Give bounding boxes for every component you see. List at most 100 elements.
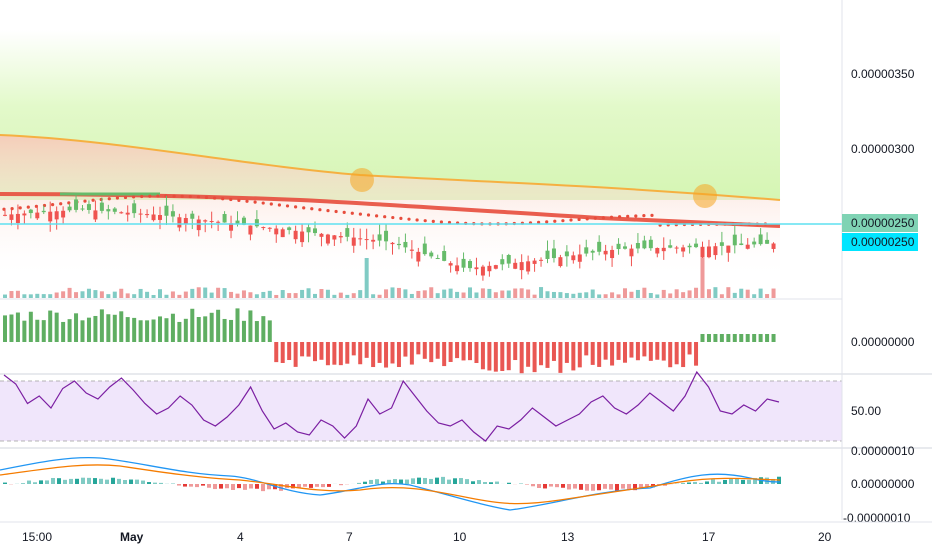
candle-body bbox=[48, 211, 53, 222]
macd-histogram-bar bbox=[447, 479, 451, 484]
candle-body bbox=[93, 210, 98, 220]
volume-bar bbox=[564, 293, 569, 298]
oscillator-bar bbox=[313, 342, 317, 362]
volume-bar bbox=[325, 289, 330, 298]
oscillator-bar bbox=[519, 342, 524, 374]
macd-y-tick-label: -0.00000010 bbox=[843, 511, 911, 525]
candle-body bbox=[190, 213, 195, 219]
candle-body bbox=[616, 243, 621, 250]
oscillator-bar bbox=[203, 316, 208, 342]
candle-body bbox=[313, 228, 317, 234]
macd-histogram-bar bbox=[339, 484, 343, 486]
oscillator-bar bbox=[390, 342, 395, 364]
oscillator-bar bbox=[222, 318, 227, 342]
sar-dot bbox=[245, 199, 249, 203]
candle-body bbox=[3, 214, 7, 216]
price-tag-cyan bbox=[842, 233, 918, 251]
macd-histogram-bar bbox=[327, 484, 331, 487]
oscillator-bar bbox=[280, 342, 285, 363]
volume-bar bbox=[429, 287, 434, 298]
volume-bar bbox=[468, 287, 472, 298]
macd-histogram-bar bbox=[639, 484, 643, 489]
candle-body bbox=[254, 219, 259, 227]
candle-body bbox=[597, 241, 602, 252]
oscillator-bar bbox=[229, 319, 234, 342]
rsi-y-tick-label: 50.00 bbox=[851, 404, 881, 418]
sar-dot bbox=[383, 215, 387, 219]
macd-histogram-bar bbox=[405, 479, 409, 484]
candle-body bbox=[293, 230, 298, 240]
volume-bar bbox=[623, 288, 627, 298]
candle-body bbox=[177, 217, 182, 228]
macd-histogram-bar bbox=[201, 484, 205, 486]
volume-bar bbox=[177, 294, 182, 298]
sar-dot bbox=[132, 195, 136, 199]
x-tick-label: 13 bbox=[561, 530, 575, 544]
sar-dot bbox=[172, 194, 176, 198]
oscillator-bar bbox=[274, 342, 279, 363]
oscillator-bar bbox=[668, 342, 673, 368]
macd-histogram-bar bbox=[489, 482, 493, 484]
candle-body bbox=[551, 248, 556, 259]
sar-dot bbox=[261, 201, 265, 205]
oscillator-bar bbox=[132, 317, 137, 342]
volume-bar bbox=[674, 289, 679, 298]
sar-dot bbox=[253, 200, 257, 204]
macd-histogram-bar bbox=[291, 484, 295, 489]
sar-dot bbox=[634, 214, 638, 218]
sar-dot bbox=[650, 213, 654, 217]
candle-body bbox=[325, 234, 330, 244]
oscillator-bar bbox=[687, 342, 692, 355]
candle-body bbox=[771, 243, 776, 249]
macd-histogram-bar bbox=[711, 479, 715, 484]
macd-histogram-bar bbox=[429, 478, 433, 484]
sar-dot bbox=[51, 203, 55, 207]
volume-bar bbox=[313, 293, 317, 298]
oscillator-bar bbox=[267, 320, 272, 342]
oscillator-bar bbox=[306, 342, 311, 357]
macd-histogram-bar bbox=[561, 484, 565, 488]
candle-body bbox=[9, 214, 14, 220]
volume-bar bbox=[15, 290, 20, 298]
macd-histogram bbox=[3, 476, 781, 492]
volume-bar bbox=[351, 293, 356, 298]
macd-histogram-bar bbox=[375, 479, 379, 484]
sar-dot bbox=[59, 202, 63, 206]
oscillator-bar bbox=[726, 334, 731, 342]
volume-bar bbox=[558, 292, 563, 298]
macd-histogram-bar bbox=[219, 484, 223, 489]
volume-bar bbox=[409, 293, 414, 298]
time-axis[interactable]: 15:00 May 4 7 10 13 17 20 bbox=[22, 530, 832, 544]
macd-histogram-bar bbox=[567, 484, 571, 490]
oscillator-bar bbox=[752, 334, 757, 342]
macd-histogram-bar bbox=[483, 482, 487, 484]
oscillator-bar bbox=[196, 317, 201, 342]
volume-bar bbox=[203, 287, 208, 298]
oscillator-bar bbox=[429, 342, 434, 363]
macd-histogram-bar bbox=[399, 479, 403, 484]
sar-dot bbox=[391, 215, 395, 220]
candle-body bbox=[319, 233, 324, 237]
candle-body bbox=[403, 241, 408, 248]
macd-histogram-bar bbox=[195, 484, 199, 488]
macd-histogram-bar bbox=[477, 480, 481, 484]
oscillator-bar bbox=[661, 342, 666, 361]
sar-dot bbox=[229, 197, 233, 202]
volume-bar bbox=[616, 294, 621, 298]
volume-bar bbox=[261, 291, 266, 298]
volume-bar bbox=[603, 294, 608, 298]
sar-dot bbox=[626, 214, 630, 218]
volume-bar bbox=[700, 258, 705, 298]
volume-bar bbox=[319, 289, 324, 298]
macd-histogram-bar bbox=[699, 482, 703, 484]
oscillator-bar bbox=[416, 342, 421, 355]
volume-bar bbox=[80, 291, 85, 298]
candle-body bbox=[170, 211, 175, 217]
volume-bar bbox=[364, 258, 369, 298]
oscillator-bar bbox=[558, 342, 563, 373]
macd-histogram-bar bbox=[573, 484, 577, 489]
oscillator-bar bbox=[145, 320, 150, 342]
price-axis[interactable]: 0.00000350 0.00000300 0.00000250 0.00000… bbox=[842, 67, 918, 525]
osc-y-tick-label: 0.00000000 bbox=[851, 335, 915, 349]
